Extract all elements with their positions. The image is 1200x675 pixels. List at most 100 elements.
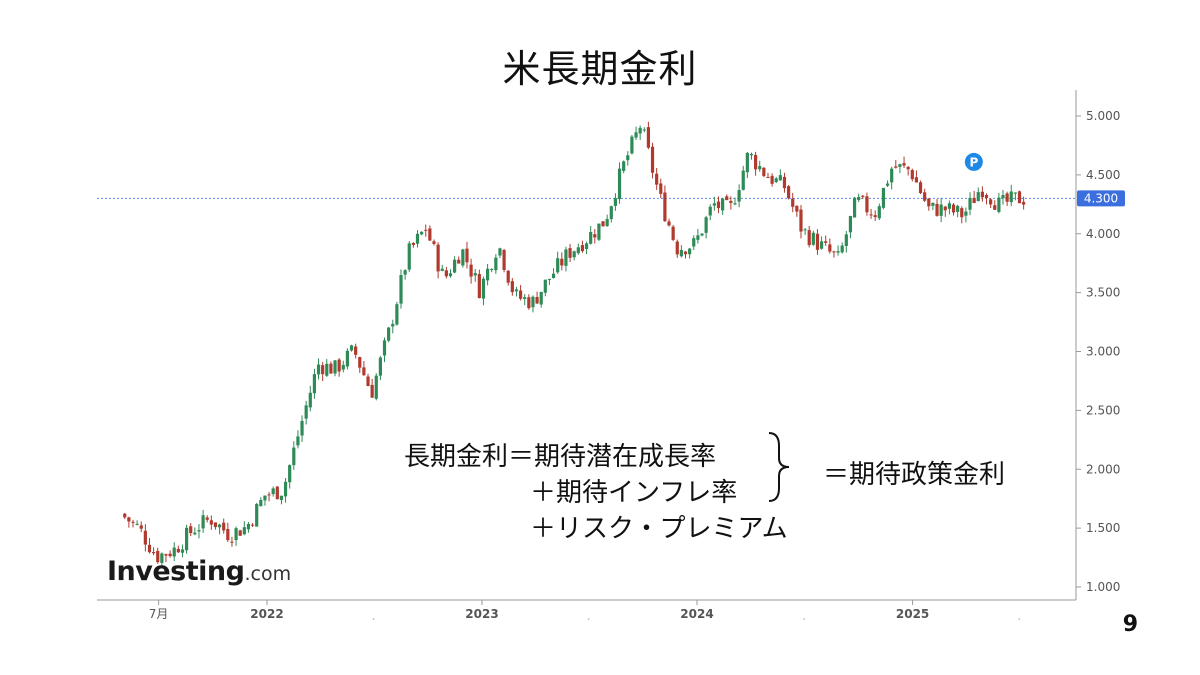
candle-body — [1017, 191, 1022, 204]
candle-body — [861, 195, 865, 197]
formula-line-1: 長期金利＝期待潜在成長率 — [404, 442, 717, 472]
candle-body — [267, 494, 271, 496]
x-tick-label: 2025 — [896, 607, 929, 621]
candle-body — [407, 243, 411, 270]
candle-body — [972, 197, 976, 204]
candle-body — [749, 154, 754, 156]
candle-body — [910, 170, 914, 180]
x-minor-tick — [1018, 618, 1021, 620]
x-minor-tick — [372, 618, 375, 620]
candle-body — [143, 530, 147, 545]
candle-body — [960, 208, 964, 218]
candle-body — [609, 206, 613, 220]
candle-body — [321, 365, 325, 375]
candle-body — [510, 281, 514, 293]
candle-body — [246, 523, 251, 530]
candle-body — [688, 248, 692, 255]
candle-body — [1022, 201, 1026, 205]
y-tick-label: 4.500 — [1086, 168, 1120, 182]
candle-body — [564, 249, 568, 266]
candle-body — [729, 201, 733, 203]
candle-body — [259, 499, 263, 506]
candle-body — [754, 154, 758, 170]
event-marker-circle — [964, 152, 983, 171]
event-marker-label: P — [969, 155, 978, 169]
candle-body — [234, 528, 238, 541]
candle-body — [683, 251, 688, 255]
candle-body — [432, 241, 436, 244]
candle-body — [663, 192, 667, 222]
candle-body — [518, 290, 523, 299]
candle-body — [650, 146, 655, 173]
candle-body — [1001, 195, 1005, 199]
candle-body — [877, 206, 881, 219]
candle-body — [770, 175, 774, 184]
y-tick-label: 5.000 — [1086, 109, 1120, 123]
investing-logo: Investing.com — [107, 556, 291, 587]
candle-body — [366, 376, 370, 387]
candle-body — [671, 226, 675, 240]
candle-body — [502, 249, 506, 270]
y-tick-label: 3.500 — [1086, 286, 1120, 300]
candle-body — [457, 259, 461, 264]
candle-body — [506, 270, 510, 283]
candle-body — [485, 268, 490, 281]
candle-body — [382, 340, 387, 356]
candle-body — [601, 221, 605, 227]
candle-body — [424, 229, 428, 231]
candle-body — [222, 522, 226, 531]
candle-body — [172, 547, 176, 557]
candle-body — [634, 132, 638, 138]
candle-body — [308, 392, 312, 408]
candle-body — [1013, 192, 1017, 194]
candle-body — [329, 363, 333, 374]
candle-body — [226, 529, 230, 541]
candle-body — [943, 206, 947, 211]
x-minor-tick — [587, 618, 590, 620]
candle-body — [844, 234, 848, 246]
candle-body — [184, 527, 189, 551]
candle-body — [127, 517, 131, 522]
candle-body — [209, 520, 213, 525]
candle-body — [852, 197, 857, 218]
candle-body — [523, 297, 527, 300]
candle-body — [255, 504, 259, 527]
candle-body — [300, 420, 304, 436]
candle-body — [242, 527, 246, 535]
candle-body — [716, 201, 721, 209]
candle-body — [956, 205, 960, 212]
candle-body — [139, 525, 143, 529]
candle-body — [444, 270, 448, 277]
candle-body — [762, 167, 766, 176]
candle-body — [428, 228, 432, 241]
candle-body — [580, 245, 585, 252]
candle-body — [440, 268, 444, 271]
candle-body — [362, 367, 366, 376]
candle-body — [984, 195, 989, 198]
candle-body — [923, 192, 927, 201]
candle-body — [857, 196, 861, 200]
candle-body — [568, 248, 572, 258]
candle-body — [551, 273, 556, 278]
candle-body — [815, 233, 820, 250]
candle-body — [156, 550, 160, 563]
candle-body — [881, 187, 886, 208]
candle-body — [469, 264, 473, 277]
candle-body — [436, 244, 440, 272]
candle-body — [712, 203, 716, 206]
candle-body — [197, 530, 201, 532]
candle-body — [832, 251, 836, 253]
candle-body — [391, 323, 395, 327]
candle-body — [605, 218, 609, 227]
candle-body — [189, 526, 193, 534]
candle-body — [403, 270, 407, 275]
candle-body — [341, 364, 345, 370]
candle-body — [617, 168, 622, 200]
candle-body — [968, 197, 972, 210]
candle-body — [461, 249, 465, 266]
candle-body — [782, 176, 787, 189]
candle-body — [176, 548, 180, 553]
candle-body — [918, 182, 923, 194]
candle-body — [473, 273, 477, 276]
